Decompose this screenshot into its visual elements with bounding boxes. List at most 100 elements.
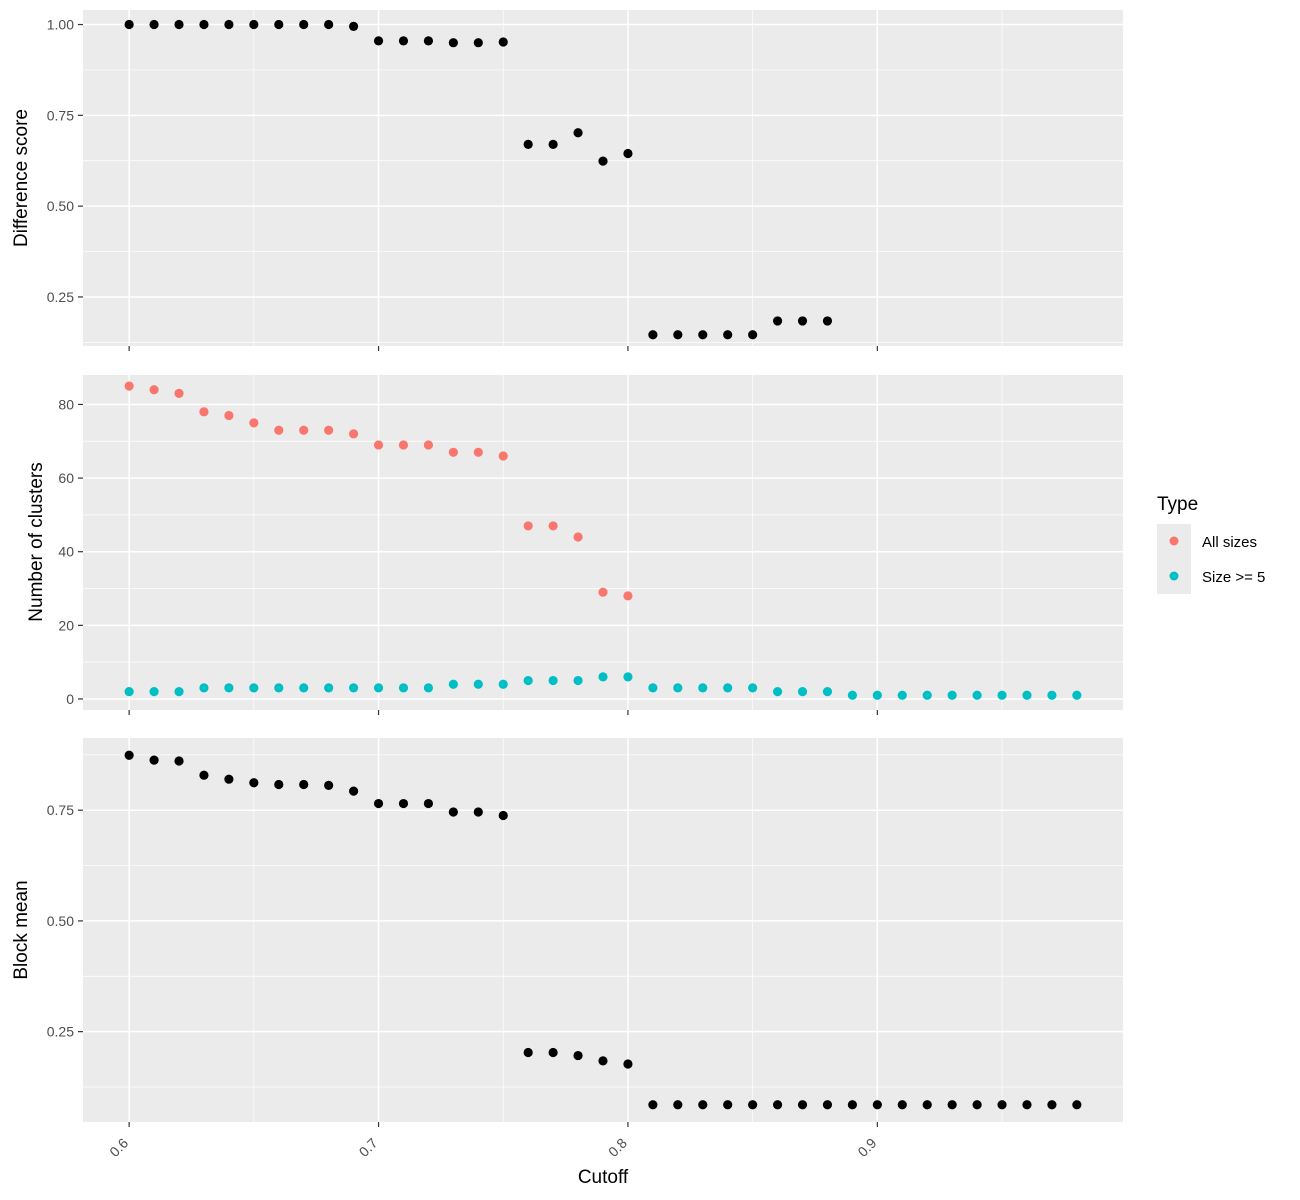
bottom-point-bottom-0_74: [473, 807, 483, 817]
top-point-top-0_63: [199, 19, 209, 30]
middle-point-all-sizes-0_74: [473, 447, 483, 457]
middle-point-size-5-0_69: [348, 683, 359, 693]
top-point-top-0_88: [822, 316, 833, 326]
middle-point-size-5-0_74: [473, 679, 483, 689]
bottom-point-bottom-0_98: [1072, 1100, 1082, 1110]
middle-point-size-5-0_89: [847, 690, 858, 700]
bottom-point-bottom-0_67: [299, 779, 309, 790]
bottom-point-bottom-0_64: [224, 774, 234, 784]
middle-point-size-5-0_71: [398, 683, 409, 693]
bottom-point-bottom-0_94: [972, 1100, 982, 1110]
middle-point-all-sizes-0_62: [174, 388, 184, 399]
middle-point-size-5-0_61: [149, 686, 159, 697]
middle-point-size-5-0_77: [548, 675, 558, 686]
legend-key-background: [1157, 524, 1191, 594]
top-point-top-0_67: [299, 19, 309, 30]
middle-point-all-sizes-0_6: [124, 381, 134, 391]
middle-point-all-sizes-0_68: [324, 425, 334, 435]
top-point-top-0_74: [473, 38, 483, 48]
middle-point-size-5-0_94: [972, 690, 982, 700]
bottom-point-bottom-0_82: [673, 1100, 683, 1110]
middle-point-all-sizes-0_67: [299, 425, 309, 435]
top-y-tick-label-1: 1.00: [47, 17, 74, 33]
y-axis-title-difference-score: Difference score: [11, 109, 32, 247]
bottom-x-tick-label-0_8: 0.8: [605, 1135, 630, 1160]
bottom-point-bottom-0_9: [872, 1100, 882, 1110]
top-point-top-0_6: [124, 19, 134, 30]
top-point-top-0_79: [598, 156, 608, 166]
middle-point-all-sizes-0_79: [598, 587, 608, 597]
bottom-point-bottom-0_75: [498, 810, 508, 821]
middle-point-size-5-0_96: [1022, 690, 1032, 700]
bottom-point-bottom-0_89: [847, 1100, 858, 1110]
middle-point-size-5-0_78: [573, 675, 583, 686]
top-point-top-0_82: [673, 330, 683, 340]
bottom-point-bottom-0_81: [648, 1100, 658, 1110]
middle-point-size-5-0_93: [947, 690, 957, 700]
top-point-top-0_65: [249, 19, 259, 30]
bottom-point-bottom-0_61: [149, 755, 159, 765]
middle-point-size-5-0_8: [623, 672, 633, 682]
bottom-point-bottom-0_7: [373, 798, 384, 809]
top-point-top-0_61: [149, 19, 159, 30]
number-of-clusters-panel: 0 20 40 60 80: [58, 375, 1123, 715]
middle-point-all-sizes-0_64: [224, 410, 234, 421]
bottom-point-bottom-0_97: [1047, 1100, 1057, 1110]
top-point-top-0_75: [498, 37, 508, 47]
bottom-point-bottom-0_87: [797, 1100, 808, 1110]
middle-point-size-5-0_81: [648, 683, 658, 693]
legend-label-all-sizes: All sizes: [1202, 534, 1257, 551]
middle-point-size-5-0_6: [124, 686, 134, 697]
bottom-point-bottom-0_71: [398, 798, 409, 809]
middle-point-all-sizes-0_72: [423, 440, 434, 450]
middle-point-size-5-0_82: [673, 683, 683, 693]
bottom-point-bottom-0_76: [523, 1047, 533, 1058]
middle-point-size-5-0_75: [498, 679, 508, 689]
top-point-top-0_7: [373, 36, 384, 46]
bottom-point-bottom-0_62: [174, 756, 184, 766]
bottom-point-bottom-0_78: [573, 1050, 583, 1061]
top-point-top-0_73: [448, 38, 458, 48]
bottom-point-bottom-0_79: [598, 1056, 608, 1066]
middle-point-size-5-0_64: [224, 683, 234, 693]
bottom-point-bottom-0_85: [748, 1100, 758, 1110]
bottom-point-bottom-0_96: [1022, 1100, 1032, 1110]
middle-y-tick-label-20: 20: [58, 617, 74, 633]
legend-key-all-sizes: [1169, 536, 1179, 546]
top-y-tick-label-0_5: 0.50: [47, 198, 74, 214]
bottom-x-tick-label-0_6: 0.6: [106, 1135, 131, 1160]
top-point-top-0_78: [573, 128, 583, 138]
bottom-point-bottom-0_69: [348, 786, 359, 796]
y-axis-title-number-of-clusters: Number of clusters: [26, 462, 47, 621]
top-point-top-0_71: [398, 36, 409, 46]
top-point-top-0_66: [274, 19, 284, 30]
middle-point-size-5-0_79: [598, 672, 608, 682]
legend-title: Type: [1157, 494, 1198, 515]
bottom-y-tick-label-0_75: 0.75: [47, 802, 74, 818]
bottom-point-bottom-0_91: [897, 1100, 907, 1110]
top-point-top-0_68: [324, 19, 334, 30]
middle-point-size-5-0_7: [373, 683, 384, 693]
middle-point-size-5-0_72: [423, 683, 434, 693]
middle-point-size-5-0_86: [772, 686, 783, 697]
bottom-point-bottom-0_88: [822, 1100, 833, 1110]
middle-point-all-sizes-0_76: [523, 521, 533, 531]
middle-point-all-sizes-0_78: [573, 532, 583, 542]
legend-key-size-5: [1169, 571, 1179, 581]
middle-point-all-sizes-0_69: [348, 429, 359, 439]
bottom-point-bottom-0_68: [324, 780, 334, 790]
block-mean-panel: 0.25 0.50 0.75 0.6 0.7 0.8 0.9: [47, 738, 1123, 1160]
bottom-point-bottom-0_93: [947, 1100, 957, 1110]
y-axis-title-block-mean: Block mean: [11, 880, 32, 979]
top-y-tick-label-0_25: 0.25: [47, 289, 74, 305]
middle-point-size-5-0_76: [523, 675, 533, 686]
top-point-top-0_8: [623, 148, 633, 159]
middle-point-size-5-0_91: [897, 690, 907, 700]
bottom-x-tick-label-0_7: 0.7: [356, 1135, 381, 1160]
legend-label-size-5: Size >= 5: [1202, 569, 1265, 586]
middle-point-size-5-0_87: [797, 686, 808, 697]
top-point-top-0_77: [548, 139, 558, 149]
middle-point-size-5-0_9: [872, 690, 882, 700]
bottom-y-tick-label-0_25: 0.25: [47, 1024, 74, 1040]
middle-point-all-sizes-0_61: [149, 385, 159, 395]
